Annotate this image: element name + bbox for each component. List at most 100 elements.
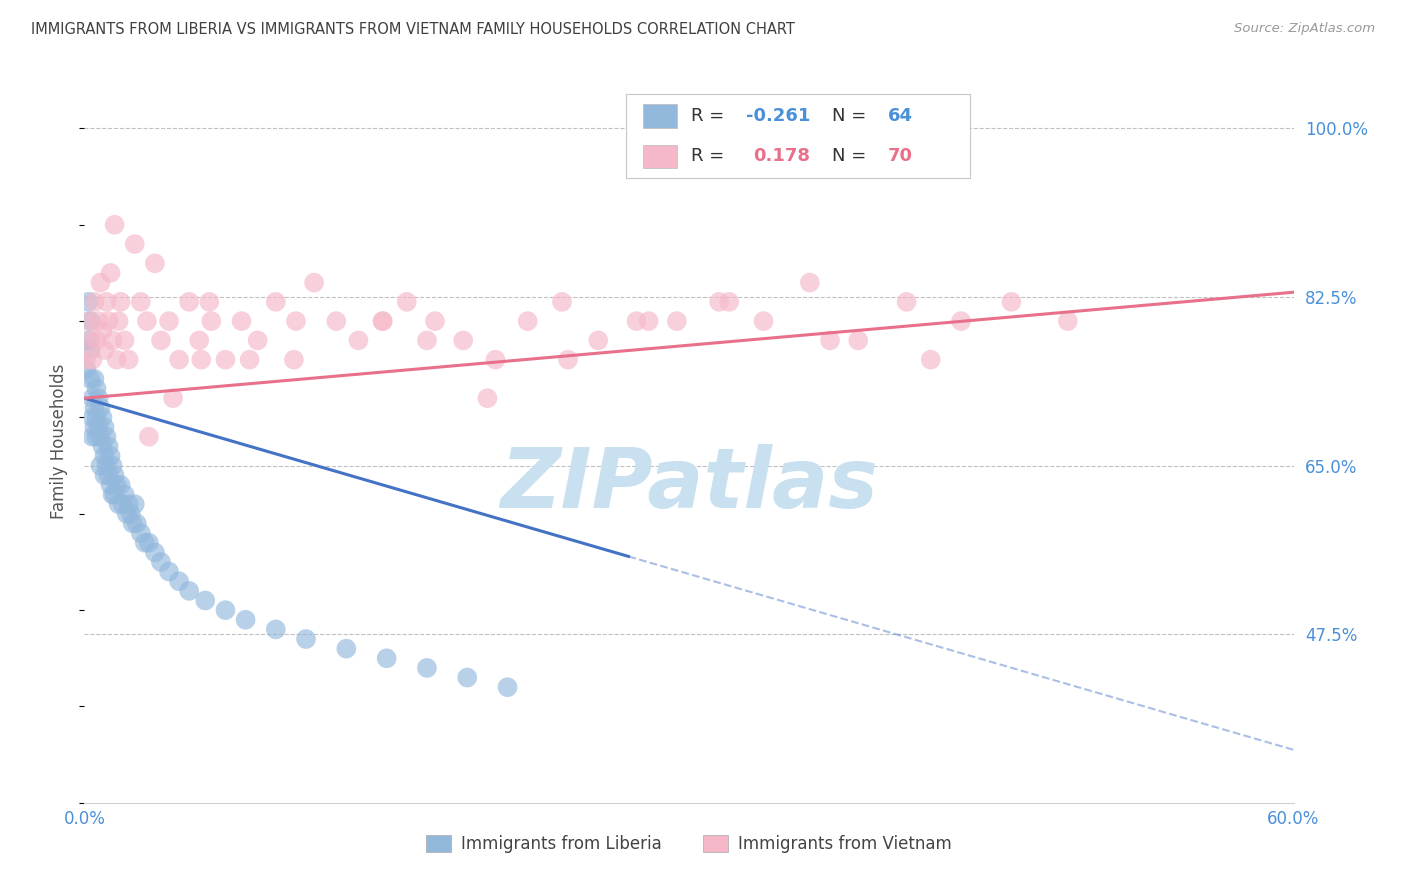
Point bbox=[89, 276, 111, 290]
Point bbox=[1056, 314, 1078, 328]
Point bbox=[167, 574, 190, 589]
Point bbox=[190, 352, 212, 367]
Point bbox=[93, 420, 115, 434]
Point bbox=[149, 334, 172, 348]
Point bbox=[86, 334, 108, 348]
Point bbox=[107, 497, 129, 511]
Text: R =: R = bbox=[692, 147, 735, 165]
Point bbox=[114, 334, 136, 348]
Text: Source: ZipAtlas.com: Source: ZipAtlas.com bbox=[1234, 22, 1375, 36]
Text: IMMIGRANTS FROM LIBERIA VS IMMIGRANTS FROM VIETNAM FAMILY HOUSEHOLDS CORRELATION: IMMIGRANTS FROM LIBERIA VS IMMIGRANTS FR… bbox=[31, 22, 794, 37]
Point bbox=[325, 314, 347, 328]
Point bbox=[239, 352, 262, 367]
Point bbox=[626, 314, 648, 328]
Point bbox=[149, 555, 172, 569]
Point bbox=[709, 294, 731, 309]
Point bbox=[124, 497, 146, 511]
Text: N =: N = bbox=[832, 107, 872, 125]
Point bbox=[115, 507, 138, 521]
Point bbox=[283, 352, 305, 367]
Point bbox=[416, 661, 439, 675]
Point bbox=[456, 671, 478, 685]
Point bbox=[231, 314, 253, 328]
Point bbox=[718, 294, 741, 309]
Point bbox=[167, 352, 190, 367]
Point bbox=[484, 352, 506, 367]
Point bbox=[75, 352, 97, 367]
Point bbox=[516, 314, 538, 328]
Text: ZIPatlas: ZIPatlas bbox=[501, 444, 877, 525]
Point bbox=[179, 583, 201, 598]
Point bbox=[77, 294, 100, 309]
Bar bbox=[643, 145, 678, 169]
Point bbox=[896, 294, 918, 309]
Point bbox=[138, 535, 160, 549]
Point bbox=[75, 362, 97, 376]
Point bbox=[91, 439, 114, 453]
Point bbox=[87, 314, 110, 328]
Point bbox=[235, 613, 257, 627]
Bar bbox=[643, 103, 678, 128]
Point bbox=[87, 391, 110, 405]
Point bbox=[100, 478, 122, 492]
Point bbox=[129, 294, 152, 309]
Point bbox=[134, 535, 156, 549]
Point bbox=[101, 487, 124, 501]
Point bbox=[451, 334, 474, 348]
Point bbox=[107, 314, 129, 328]
Point bbox=[588, 334, 610, 348]
Point bbox=[83, 372, 105, 386]
Point bbox=[477, 391, 499, 405]
Point bbox=[77, 334, 100, 348]
Point bbox=[82, 352, 104, 367]
Point bbox=[423, 314, 446, 328]
Point bbox=[104, 218, 127, 232]
Point bbox=[101, 458, 124, 473]
Point bbox=[295, 632, 318, 646]
Point bbox=[214, 603, 236, 617]
Point bbox=[135, 314, 157, 328]
Point bbox=[100, 266, 122, 280]
Point bbox=[96, 458, 118, 473]
Point bbox=[752, 314, 775, 328]
Point bbox=[157, 314, 180, 328]
Point bbox=[86, 410, 108, 425]
Point bbox=[665, 314, 688, 328]
Point bbox=[162, 391, 184, 405]
Point bbox=[93, 343, 115, 357]
Point bbox=[120, 507, 142, 521]
Point bbox=[264, 294, 287, 309]
Legend: Immigrants from Liberia, Immigrants from Vietnam: Immigrants from Liberia, Immigrants from… bbox=[419, 828, 959, 860]
Point bbox=[91, 410, 114, 425]
Point bbox=[82, 391, 104, 405]
Point bbox=[1000, 294, 1022, 309]
Point bbox=[89, 430, 111, 444]
Point bbox=[188, 334, 211, 348]
Point bbox=[111, 497, 134, 511]
Point bbox=[157, 565, 180, 579]
Point bbox=[200, 314, 222, 328]
Point bbox=[82, 410, 104, 425]
Point bbox=[79, 314, 101, 328]
Point bbox=[96, 294, 118, 309]
Point bbox=[121, 516, 143, 531]
Point bbox=[496, 680, 519, 694]
Point bbox=[557, 352, 579, 367]
Point bbox=[143, 545, 166, 559]
Point bbox=[79, 343, 101, 357]
Point bbox=[125, 516, 148, 531]
Point bbox=[138, 430, 160, 444]
Point bbox=[799, 276, 821, 290]
Point bbox=[105, 352, 128, 367]
Text: 0.178: 0.178 bbox=[754, 147, 810, 165]
Point bbox=[105, 478, 128, 492]
Text: 70: 70 bbox=[887, 147, 912, 165]
Point bbox=[198, 294, 221, 309]
Point bbox=[110, 478, 132, 492]
Text: R =: R = bbox=[692, 107, 730, 125]
Point bbox=[194, 593, 217, 607]
Point bbox=[371, 314, 394, 328]
Point bbox=[97, 439, 120, 453]
Point bbox=[87, 420, 110, 434]
Point bbox=[950, 314, 973, 328]
